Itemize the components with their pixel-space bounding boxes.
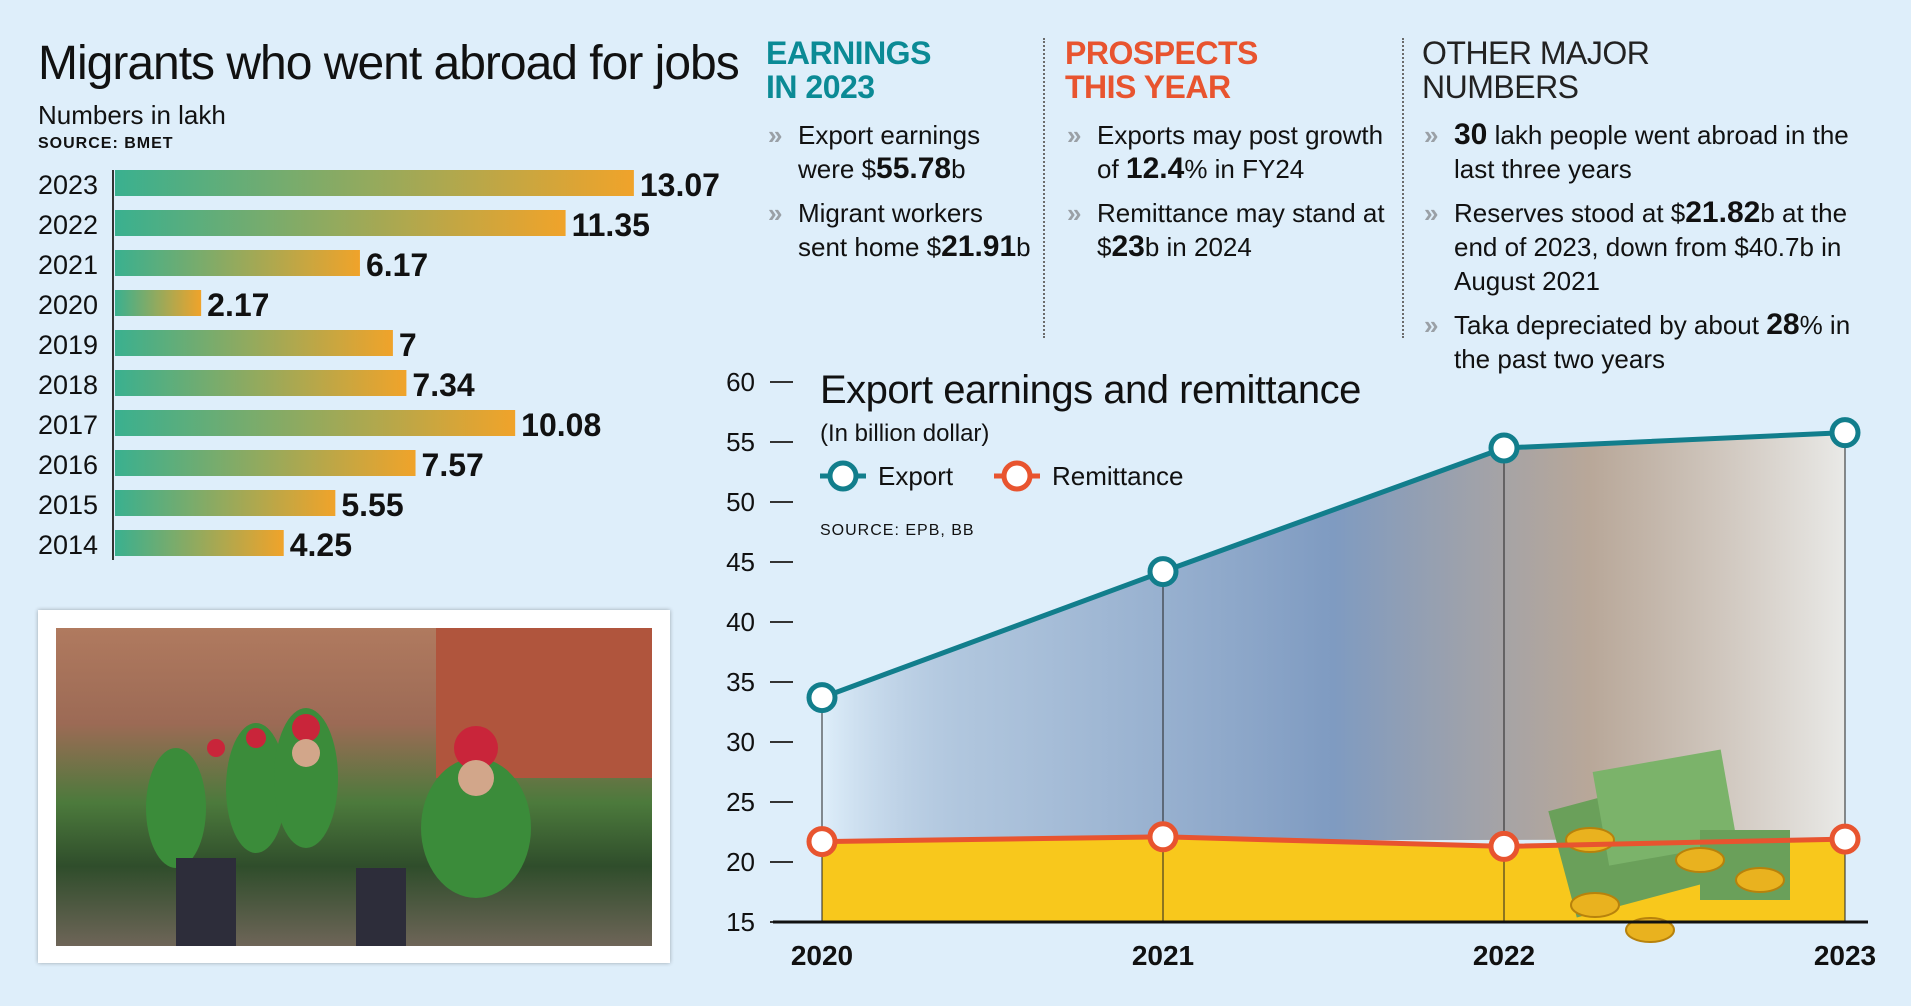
fact-item: » 30 lakh people went abroad in the last … bbox=[1424, 118, 1849, 184]
bar bbox=[115, 170, 634, 196]
export-point bbox=[1488, 432, 1520, 464]
y-tick-label: 55 bbox=[726, 427, 755, 457]
bar-value-label: 10.08 bbox=[521, 407, 601, 443]
bar bbox=[115, 410, 516, 436]
y-tick-label: 35 bbox=[726, 667, 755, 697]
export-point bbox=[806, 682, 838, 714]
earnings-list: » Export earnings were $55.78b » Migrant wo… bbox=[766, 118, 1036, 264]
bar bbox=[115, 370, 407, 396]
bar bbox=[115, 450, 416, 476]
fact-value: 28 bbox=[1766, 308, 1800, 341]
prospects-heading: PROSPECTS THIS YEAR bbox=[1065, 35, 1258, 105]
remittance-point bbox=[806, 826, 838, 858]
legend-export-label: Export bbox=[878, 460, 954, 491]
x-tick-label: 2021 bbox=[1132, 940, 1194, 971]
bar-value-label: 6.17 bbox=[366, 247, 428, 283]
bar bbox=[115, 250, 360, 276]
bar-category-label: 2014 bbox=[38, 530, 98, 560]
fact-item: » Exports may post growth of 12.4% in FY2… bbox=[1067, 120, 1384, 185]
fact-value: 55.78 bbox=[876, 152, 952, 185]
y-tick-label: 50 bbox=[726, 487, 755, 517]
fact-value: 12.4 bbox=[1125, 152, 1185, 185]
bar-category-label: 2017 bbox=[38, 410, 98, 440]
remittance-point bbox=[1488, 830, 1520, 862]
y-tick-label: 60 bbox=[726, 367, 755, 397]
bar-value-label: 2.17 bbox=[207, 287, 269, 323]
photo-image bbox=[56, 628, 652, 946]
bar bbox=[115, 210, 566, 236]
bar bbox=[115, 290, 202, 316]
garment-photo-background bbox=[822, 432, 1845, 842]
bar-category-label: 2021 bbox=[38, 250, 98, 280]
remittance-point bbox=[1829, 823, 1861, 855]
chart2-source: SOURCE: EPB, BB bbox=[820, 522, 975, 539]
remittance-point bbox=[1147, 821, 1179, 853]
migrant-workers-photo bbox=[38, 610, 670, 963]
fact-value: 21.82 bbox=[1685, 196, 1761, 229]
fact-item: » Migrant workers sent home $21.91b bbox=[768, 198, 1031, 263]
chart2-subtitle: (In billion dollar) bbox=[820, 420, 990, 447]
y-tick-label: 45 bbox=[726, 547, 755, 577]
other-numbers-list: » 30 lakh people went abroad in the last … bbox=[1422, 118, 1892, 376]
column-divider bbox=[1043, 38, 1045, 338]
bar-category-label: 2023 bbox=[38, 170, 98, 200]
bar-value-label: 5.55 bbox=[341, 487, 403, 523]
export-point bbox=[1147, 556, 1179, 588]
bar-category-label: 2020 bbox=[38, 290, 98, 320]
bar-value-label: 11.35 bbox=[572, 207, 650, 243]
y-tick-label: 20 bbox=[726, 847, 755, 877]
bar-category-label: 2018 bbox=[38, 370, 98, 400]
bar-value-label: 13.07 bbox=[640, 167, 720, 203]
y-tick-label: 15 bbox=[726, 907, 755, 937]
other-numbers-heading: OTHER MAJOR NUMBERS bbox=[1422, 35, 1650, 105]
prospects-column: PROSPECTS THIS YEAR » Exports may post gro… bbox=[1065, 36, 1395, 274]
other-numbers-column: OTHER MAJOR NUMBERS » 30 lakh people went … bbox=[1422, 36, 1892, 386]
bar bbox=[115, 530, 284, 556]
fact-value: 30 bbox=[1454, 118, 1488, 151]
fact-value: 21.91 bbox=[941, 230, 1017, 263]
bar-category-label: 2019 bbox=[38, 330, 98, 360]
bar-category-label: 2016 bbox=[38, 450, 98, 480]
earnings-heading: EARNINGS IN 2023 bbox=[766, 35, 931, 105]
bar-value-label: 7 bbox=[399, 327, 417, 363]
y-tick-label: 40 bbox=[726, 607, 755, 637]
y-tick-label: 30 bbox=[726, 727, 755, 757]
y-tick-label: 25 bbox=[726, 787, 755, 817]
legend-remittance: Remittance bbox=[994, 458, 1184, 494]
bar-value-label: 7.57 bbox=[422, 447, 484, 483]
bar-category-label: 2022 bbox=[38, 210, 98, 240]
chart1-source: SOURCE: BMET bbox=[38, 135, 174, 152]
x-tick-label: 2020 bbox=[791, 940, 853, 971]
money-stack-illustration bbox=[1548, 749, 1790, 943]
prospects-list: » Exports may post growth of 12.4% in FY2… bbox=[1065, 118, 1395, 264]
fact-item: » Taka depreciated by about 28% in the pa… bbox=[1424, 308, 1851, 374]
x-tick-label: 2022 bbox=[1473, 940, 1535, 971]
column-divider bbox=[1402, 38, 1404, 338]
earnings-column: EARNINGS IN 2023 » Export earnings were $5… bbox=[766, 36, 1036, 274]
chart1-subtitle: Numbers in lakh bbox=[38, 100, 226, 130]
export-line bbox=[821, 430, 1846, 700]
fact-value: 23 bbox=[1111, 230, 1145, 263]
export-point bbox=[1829, 417, 1861, 449]
chart1-title: Migrants who went abroad for jobs bbox=[38, 37, 740, 90]
bar-value-label: 7.34 bbox=[412, 367, 474, 403]
bar-category-label: 2015 bbox=[38, 490, 98, 520]
x-tick-label: 2023 bbox=[1814, 940, 1876, 971]
bar bbox=[115, 330, 393, 356]
fact-item: » Export earnings were $55.78b bbox=[768, 120, 981, 185]
fact-item: » Remittance may stand at $23b in 2024 bbox=[1067, 198, 1385, 263]
bar-value-label: 4.25 bbox=[290, 527, 352, 563]
legend-export: Export bbox=[820, 458, 953, 494]
chart2-title: Export earnings and remittance bbox=[820, 368, 1361, 412]
fact-item: » Reserves stood at $21.82b at the end of… bbox=[1424, 196, 1848, 296]
legend-remittance-label: Remittance bbox=[1052, 460, 1184, 491]
remittance-line bbox=[821, 834, 1846, 849]
bar bbox=[115, 490, 336, 516]
